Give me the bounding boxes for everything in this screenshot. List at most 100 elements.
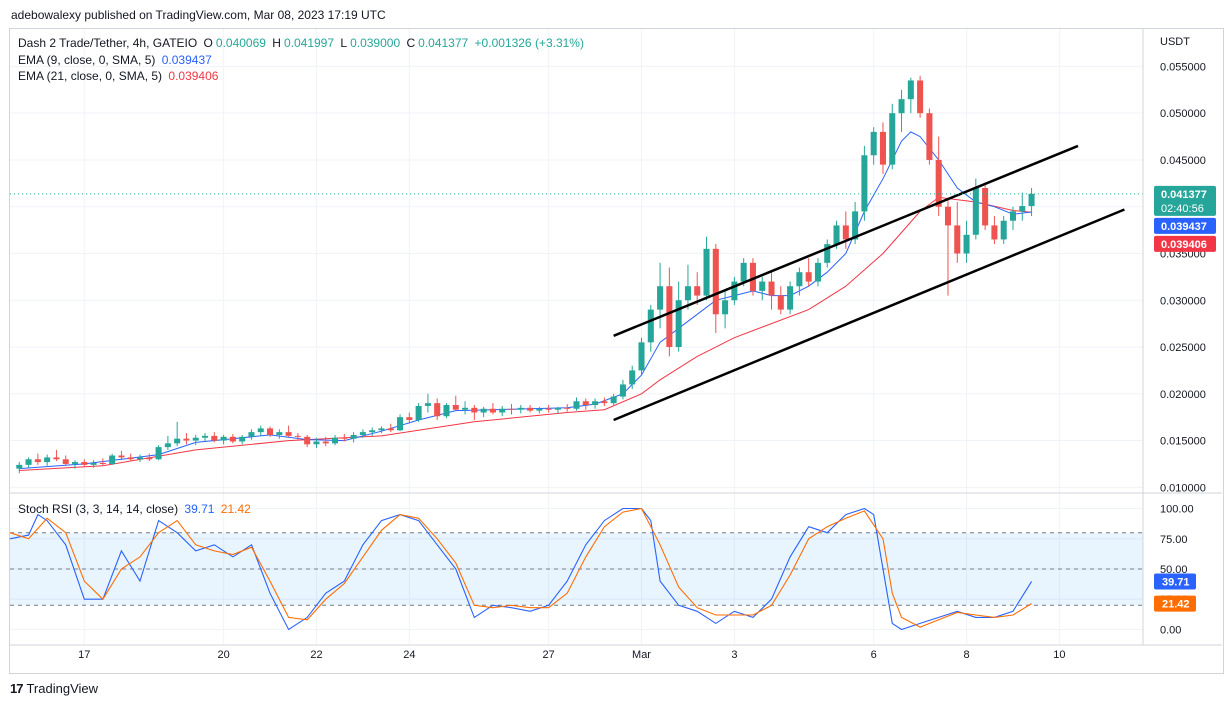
candle xyxy=(1019,192,1026,221)
candle xyxy=(53,449,60,462)
candle xyxy=(545,405,552,413)
candle-body xyxy=(935,159,942,207)
candle-body xyxy=(434,403,441,417)
candle-body xyxy=(582,401,589,406)
candle xyxy=(369,427,376,436)
candle xyxy=(229,434,236,444)
candle-body xyxy=(341,437,348,439)
candle-body xyxy=(731,281,738,301)
stoch-d-label: 21.42 xyxy=(1154,595,1196,612)
symbol-name[interactable]: Dash 2 Trade/Tether, 4h, GATEIO xyxy=(18,36,198,50)
stoch-k-label: 39.71 xyxy=(1154,573,1196,590)
ema21-label[interactable]: EMA (21, close, 0, SMA, 5) xyxy=(18,69,163,83)
candle-body xyxy=(25,459,32,465)
candle-body xyxy=(796,272,803,287)
candle xyxy=(777,286,784,315)
candle xyxy=(573,397,580,411)
candle xyxy=(378,426,385,434)
candle xyxy=(675,281,682,352)
candle-body xyxy=(508,408,515,410)
price-tick-label: 0.015000 xyxy=(1160,436,1206,448)
candle-body xyxy=(684,286,691,301)
candle xyxy=(629,365,636,390)
candle-body xyxy=(1019,206,1026,212)
candle-body xyxy=(629,370,636,385)
candle-body xyxy=(1000,220,1007,240)
candle-body xyxy=(276,432,283,435)
candle xyxy=(452,395,459,411)
candle-body xyxy=(657,286,664,310)
candle-body xyxy=(118,455,125,458)
candle-body xyxy=(917,80,924,114)
candle xyxy=(564,404,571,412)
tradingview-logo-icon: 17 xyxy=(10,681,24,696)
candle-body xyxy=(527,407,534,411)
candle xyxy=(842,211,849,249)
candle xyxy=(536,406,543,414)
price-label-box xyxy=(1154,235,1216,252)
stoch-label[interactable]: Stoch RSI (3, 3, 14, 14, close) xyxy=(18,502,179,516)
ema21-legend: EMA (21, close, 0, SMA, 5) 0.039406 xyxy=(18,69,221,83)
candle-body xyxy=(192,437,199,441)
candle-body xyxy=(71,462,79,464)
candle xyxy=(610,393,617,406)
candle-body xyxy=(545,408,552,410)
time-tick-label: 3 xyxy=(731,649,737,661)
candle xyxy=(898,89,905,132)
candle-body xyxy=(814,262,821,282)
candle xyxy=(889,103,896,170)
candle-body xyxy=(257,428,264,433)
candle xyxy=(174,421,181,447)
candle-body xyxy=(202,435,209,438)
candle-body xyxy=(62,459,69,464)
candle-body xyxy=(554,407,561,410)
candle-body xyxy=(90,463,97,465)
time-tick-label: 17 xyxy=(78,649,90,661)
candle-body xyxy=(239,436,246,442)
candle xyxy=(248,429,255,440)
countdown-text: 02:40:56 xyxy=(1161,203,1204,215)
candle xyxy=(601,397,608,406)
candle xyxy=(462,401,469,415)
candle-body xyxy=(592,401,599,406)
candle xyxy=(694,272,701,305)
candle xyxy=(944,197,951,296)
price-tick-label: 0.010000 xyxy=(1160,482,1206,494)
time-tick-label: Mar xyxy=(632,649,651,661)
stoch-legend: Stoch RSI (3, 3, 14, 14, close) 39.71 21… xyxy=(18,502,254,516)
candle-body xyxy=(638,342,645,371)
price-label-box xyxy=(1154,573,1196,590)
candle-body xyxy=(898,99,905,114)
last-price-label: 0.041377 02:40:56 xyxy=(1154,185,1216,216)
candle xyxy=(731,276,738,305)
ema9-label[interactable]: EMA (9, close, 0, SMA, 5) xyxy=(18,53,156,67)
candle-body xyxy=(991,225,998,240)
candle-body xyxy=(1028,193,1035,207)
candle-body xyxy=(471,407,478,413)
tradingview-brand[interactable]: 17 TradingView xyxy=(10,681,98,696)
ema21-price-label: 0.039406 xyxy=(1154,235,1216,252)
candles xyxy=(16,75,1035,474)
candle xyxy=(239,434,246,445)
candle-body xyxy=(619,384,626,397)
candle-body xyxy=(136,457,144,460)
price-tick-label: 0.020000 xyxy=(1160,389,1206,401)
candle-body xyxy=(387,428,394,431)
candle-body xyxy=(564,407,571,409)
candle xyxy=(164,435,171,450)
candle xyxy=(907,77,914,114)
candle-body xyxy=(824,244,831,263)
candle-body xyxy=(703,248,710,296)
candle xyxy=(1000,216,1007,245)
candle-body xyxy=(350,434,357,439)
candle-body xyxy=(146,457,153,460)
candle-body xyxy=(164,443,171,448)
candle xyxy=(25,457,32,468)
candle xyxy=(90,460,97,468)
axis-price-labels: 0.041377 02:40:56 0.039437 0.039406 39.71 21.… xyxy=(1154,185,1216,612)
candle-body xyxy=(332,437,339,444)
candle-body xyxy=(675,300,682,348)
candle-body xyxy=(267,428,274,435)
candle xyxy=(991,216,998,245)
